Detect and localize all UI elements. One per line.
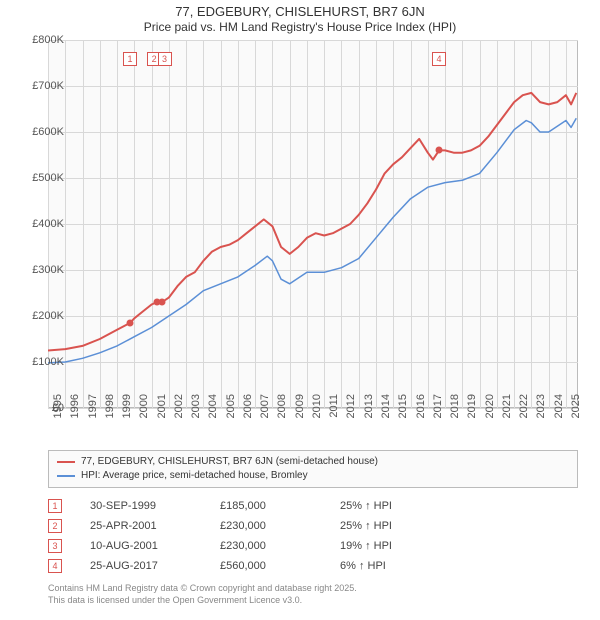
ytick-label: £800K [4,34,64,46]
xtick-label: 2024 [553,394,565,434]
marker-box: 1 [123,52,137,66]
legend-label: 77, EDGEBURY, CHISLEHURST, BR7 6JN (semi… [81,455,378,469]
xtick-label: 2004 [207,394,219,434]
legend-label: HPI: Average price, semi-detached house,… [81,469,308,483]
transaction-index: 2 [48,519,62,533]
xtick-label: 2017 [432,394,444,434]
sale-point [436,147,443,154]
xtick-label: 2012 [345,394,357,434]
xtick-label: 2025 [570,394,582,434]
footer: Contains HM Land Registry data © Crown c… [48,582,578,606]
xtick-label: 2022 [518,394,530,434]
transaction-index: 3 [48,539,62,553]
transaction-index: 4 [48,559,62,573]
xtick-label: 1997 [87,394,99,434]
xtick-label: 2003 [190,394,202,434]
marker-box: 4 [432,52,446,66]
transaction-row: 3 10-AUG-2001£230,00019% ↑ HPI [48,536,578,556]
transaction-index: 1 [48,499,62,513]
xtick-label: 2015 [397,394,409,434]
title-address: 77, EDGEBURY, CHISLEHURST, BR7 6JN [0,4,600,19]
transaction-date: 25-APR-2001 [90,520,220,532]
transaction-delta: 25% ↑ HPI [340,500,450,512]
transaction-delta: 25% ↑ HPI [340,520,450,532]
transaction-price: £230,000 [220,520,340,532]
xtick-label: 2023 [535,394,547,434]
ytick-label: £300K [4,264,64,276]
transaction-row: 2 25-APR-2001£230,00025% ↑ HPI [48,516,578,536]
ytick-label: £500K [4,172,64,184]
transaction-price: £560,000 [220,560,340,572]
title-block: 77, EDGEBURY, CHISLEHURST, BR7 6JN Price… [0,0,600,34]
sale-point [158,299,165,306]
xtick-label: 2018 [449,394,461,434]
xtick-label: 1995 [52,394,64,434]
ytick-label: £700K [4,80,64,92]
legend-swatch [57,461,75,463]
title-subtitle: Price paid vs. HM Land Registry's House … [0,20,600,34]
xtick-label: 2021 [501,394,513,434]
transaction-price: £185,000 [220,500,340,512]
xtick-label: 2011 [328,394,340,434]
transaction-date: 10-AUG-2001 [90,540,220,552]
xtick-label: 2007 [259,394,271,434]
transaction-delta: 19% ↑ HPI [340,540,450,552]
transaction-row: 4 25-AUG-2017£560,0006% ↑ HPI [48,556,578,576]
ytick-label: £200K [4,310,64,322]
xtick-label: 1998 [104,394,116,434]
series-property [48,93,576,351]
chart-container: 77, EDGEBURY, CHISLEHURST, BR7 6JN Price… [0,0,600,620]
xtick-label: 1996 [69,394,81,434]
marker-box: 3 [158,52,172,66]
transactions-table: 1 30-SEP-1999£185,00025% ↑ HPI 2 25-APR-200… [48,496,578,576]
ytick-label: £400K [4,218,64,230]
xtick-label: 2009 [294,394,306,434]
xtick-label: 2005 [225,394,237,434]
xtick-label: 2019 [466,394,478,434]
xtick-label: 2020 [484,394,496,434]
legend: 77, EDGEBURY, CHISLEHURST, BR7 6JN (semi… [48,450,578,488]
xtick-label: 2002 [173,394,185,434]
xtick-label: 2008 [276,394,288,434]
transaction-row: 1 30-SEP-1999£185,00025% ↑ HPI [48,496,578,516]
xtick-label: 2010 [311,394,323,434]
ytick-label: £100K [4,356,64,368]
xtick-label: 2014 [380,394,392,434]
series-hpi [48,118,576,363]
footer-line2: This data is licensed under the Open Gov… [48,594,578,606]
xtick-label: 2000 [138,394,150,434]
xtick-label: 2006 [242,394,254,434]
sale-point [127,319,134,326]
legend-row: 77, EDGEBURY, CHISLEHURST, BR7 6JN (semi… [57,455,569,469]
transaction-price: £230,000 [220,540,340,552]
transaction-delta: 6% ↑ HPI [340,560,450,572]
xtick-label: 1999 [121,394,133,434]
transaction-date: 25-AUG-2017 [90,560,220,572]
legend-row: HPI: Average price, semi-detached house,… [57,469,569,483]
footer-line1: Contains HM Land Registry data © Crown c… [48,582,578,594]
legend-swatch [57,475,75,477]
xtick-label: 2016 [415,394,427,434]
ytick-label: £600K [4,126,64,138]
chart-area: 1234 [48,40,578,408]
chart-lines [48,40,578,408]
transaction-date: 30-SEP-1999 [90,500,220,512]
xtick-label: 2001 [156,394,168,434]
xtick-label: 2013 [363,394,375,434]
